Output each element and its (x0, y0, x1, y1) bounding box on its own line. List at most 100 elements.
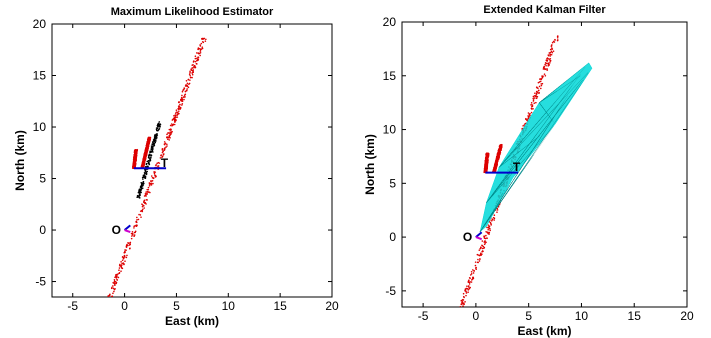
data-point (110, 295, 113, 297)
data-point (467, 289, 470, 291)
data-point (155, 175, 157, 178)
data-point (132, 162, 135, 164)
data-point (552, 40, 555, 43)
data-point (173, 116, 176, 119)
data-point (132, 165, 134, 167)
data-point (145, 192, 147, 195)
x-tick-label: 15 (628, 309, 642, 323)
data-point (108, 294, 111, 296)
data-point (541, 76, 544, 78)
data-point (140, 191, 142, 194)
data-point (155, 140, 157, 142)
data-point (469, 277, 471, 279)
data-point (118, 272, 121, 275)
data-point (527, 112, 530, 114)
data-point (197, 58, 200, 61)
data-point (152, 146, 154, 148)
data-point (542, 68, 545, 70)
data-point (155, 138, 157, 140)
data-point (498, 148, 501, 150)
y-tick-label: 20 (383, 15, 397, 29)
data-point (499, 144, 502, 146)
data-point (148, 184, 151, 187)
data-point (148, 157, 150, 159)
data-point (462, 305, 464, 307)
data-point (146, 188, 149, 191)
data-point (481, 253, 483, 255)
data-point (142, 157, 145, 160)
estimate-track (539, 102, 553, 121)
annotation-t: T (161, 156, 169, 170)
data-point (496, 158, 499, 160)
data-point (496, 211, 498, 213)
data-point (141, 165, 143, 167)
data-point (175, 111, 178, 113)
data-point (471, 278, 474, 280)
data-point (138, 213, 140, 216)
data-point (466, 287, 469, 290)
data-point (481, 240, 484, 242)
data-point (489, 229, 491, 232)
data-point (462, 292, 465, 295)
data-point (138, 196, 141, 199)
data-point (535, 97, 538, 100)
data-point (496, 207, 499, 210)
data-point (189, 71, 191, 74)
data-point (133, 155, 136, 157)
data-point (146, 170, 149, 173)
data-point (131, 231, 134, 233)
data-point (120, 270, 122, 272)
data-point (537, 81, 540, 84)
data-point (129, 242, 131, 244)
data-point (141, 209, 143, 212)
data-point (166, 145, 168, 147)
annotation-o: O (112, 223, 121, 237)
data-point (181, 90, 184, 93)
data-point (156, 133, 158, 135)
data-point (474, 264, 477, 267)
data-point (493, 169, 496, 172)
data-point (465, 294, 467, 297)
data-point (189, 76, 192, 79)
data-point (115, 281, 118, 284)
data-point (493, 214, 496, 217)
data-point (166, 138, 169, 141)
data-point (479, 258, 481, 260)
data-point (141, 204, 144, 206)
data-point (170, 131, 172, 133)
data-point (134, 162, 136, 164)
chart-panel-1: -5 0 5 10 15 20 -5 0 5 10 15 20 Maximum Likelihood E… (13, 6, 339, 328)
data-point (155, 136, 157, 138)
data-point (134, 154, 137, 156)
data-point (196, 57, 198, 60)
data-point (481, 247, 484, 250)
data-point (153, 140, 155, 143)
data-point (496, 153, 499, 156)
data-point (532, 100, 535, 102)
data-point (144, 152, 147, 155)
data-point (523, 124, 526, 126)
data-point (499, 152, 501, 154)
data-point (115, 277, 118, 279)
data-point (486, 226, 488, 229)
data-point (478, 249, 481, 251)
data-point (117, 276, 120, 279)
data-point (478, 260, 481, 262)
data-point (154, 136, 156, 139)
data-point (144, 194, 147, 197)
data-point (532, 95, 535, 98)
data-point (472, 269, 474, 271)
data-point (118, 269, 120, 272)
data-point (134, 160, 137, 163)
data-point (143, 201, 145, 203)
y-tick-label: 0 (39, 223, 46, 237)
chart-title: Extended Kalman Filter (483, 4, 606, 16)
data-point (554, 38, 556, 41)
data-point (540, 84, 543, 87)
data-point (486, 154, 488, 157)
data-point (168, 135, 171, 138)
data-point (470, 270, 473, 273)
data-point (495, 166, 497, 168)
x-axis-label: East (km) (165, 314, 219, 328)
data-point (149, 150, 151, 153)
